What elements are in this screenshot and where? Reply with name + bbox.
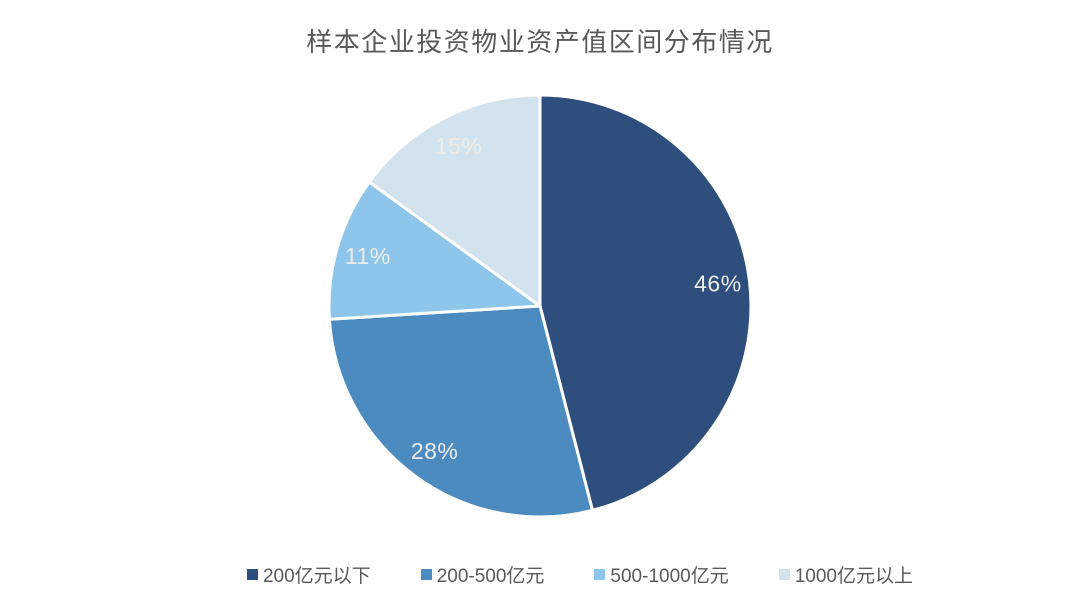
legend-swatch-icon bbox=[594, 569, 606, 580]
chart-legend: 200亿元以下 200-500亿元 500-1000亿元 1000亿元以上 bbox=[0, 561, 1080, 588]
slice-label-3: 11% bbox=[345, 243, 391, 269]
legend-swatch-icon bbox=[778, 569, 790, 580]
legend-swatch-icon bbox=[246, 569, 258, 580]
pie-slice-2[interactable] bbox=[327, 304, 594, 519]
slice-label-4: 15% bbox=[435, 133, 483, 159]
legend-item-label: 500-1000亿元 bbox=[610, 566, 729, 587]
pie-slice-4[interactable] bbox=[367, 93, 542, 308]
pie-slice-3[interactable] bbox=[327, 180, 542, 321]
slice-label-2: 28% bbox=[411, 438, 459, 464]
legend-swatch-icon bbox=[420, 569, 432, 580]
chart-title: 样本企业投资物业资产值区间分布情况 bbox=[306, 27, 774, 57]
legend-item-label: 200亿元以下 bbox=[262, 566, 371, 587]
legend-item-3[interactable]: 500-1000亿元 bbox=[594, 561, 729, 588]
legend-item-label: 1000亿元以上 bbox=[794, 566, 913, 587]
pie-slice-1[interactable] bbox=[538, 93, 753, 512]
slice-label-1: 46% bbox=[694, 271, 742, 297]
legend-item-1[interactable]: 200亿元以下 bbox=[246, 561, 371, 588]
legend-item-label: 200-500亿元 bbox=[436, 566, 545, 587]
legend-item-4[interactable]: 1000亿元以上 bbox=[778, 561, 913, 588]
legend-item-2[interactable]: 200-500亿元 bbox=[420, 561, 545, 588]
